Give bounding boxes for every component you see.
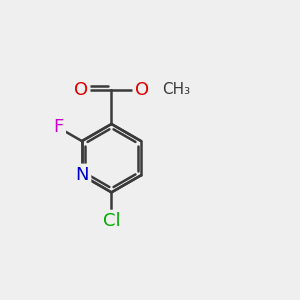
Text: O: O [135,81,149,99]
Text: CH₃: CH₃ [162,82,190,97]
Text: Cl: Cl [103,212,120,230]
Text: O: O [74,81,88,99]
Text: F: F [53,118,63,136]
Text: N: N [75,166,88,184]
